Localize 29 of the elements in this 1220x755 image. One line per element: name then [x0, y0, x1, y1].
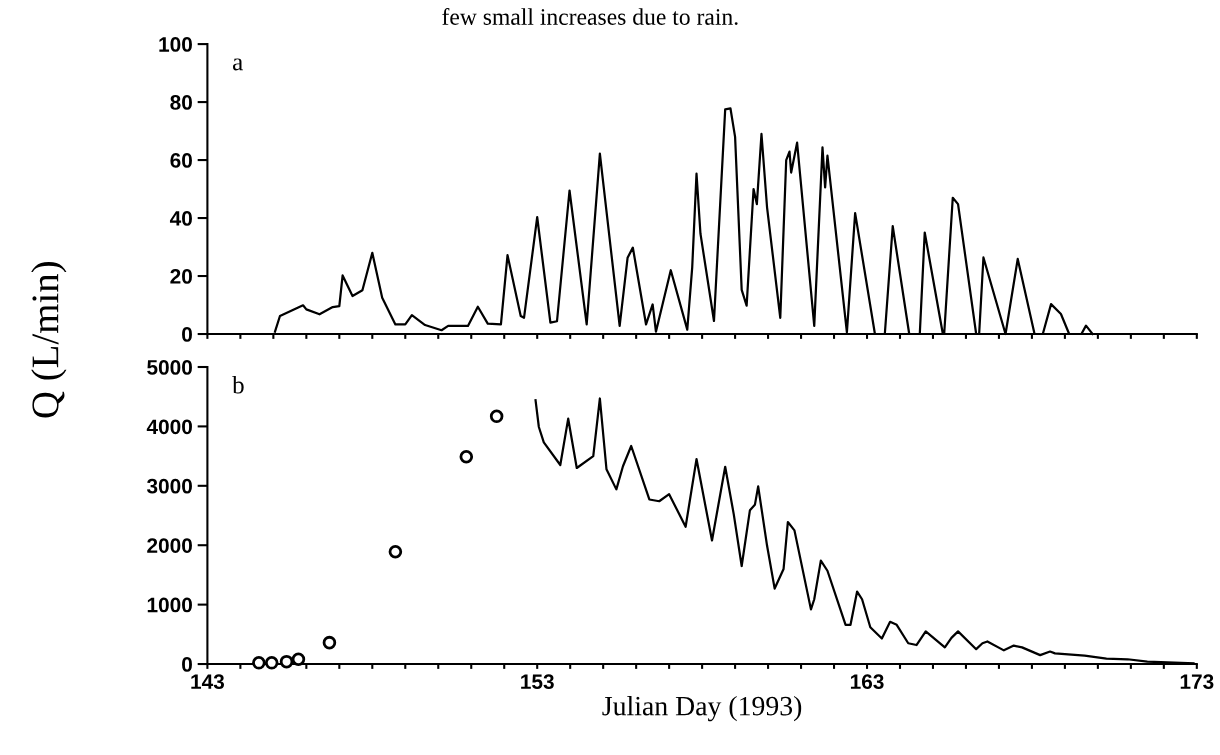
y-tick-label: 0	[182, 657, 192, 672]
y-tick-label: 3000	[146, 478, 192, 494]
y-tick-label: 80	[170, 95, 192, 110]
y-tick-label: 1000	[147, 597, 192, 613]
point	[489, 409, 504, 424]
point	[252, 656, 266, 670]
point	[264, 656, 279, 670]
point	[388, 544, 403, 559]
y-tick-label: 0	[182, 327, 192, 342]
point	[459, 449, 474, 464]
x-tick-label: 143	[191, 674, 225, 690]
x-tick-label: 153	[521, 674, 554, 690]
y-tick-label: 60	[170, 153, 192, 168]
point	[322, 635, 337, 650]
y-axis-title: Q (L/min)	[31, 262, 67, 418]
point	[291, 652, 306, 667]
y-tick-label: 4000	[146, 419, 192, 435]
point	[279, 654, 294, 669]
x-tick-label: 173	[1180, 674, 1214, 690]
annotation: a	[233, 58, 243, 71]
y-tick-label: 100	[159, 37, 192, 52]
y-tick-label: 5000	[147, 360, 192, 375]
y-tick-label: 2000	[147, 538, 192, 553]
x-tick-label: 163	[850, 674, 884, 690]
y-tick-label: 40	[169, 211, 192, 226]
x-axis-title: Julian Day (1993)	[602, 695, 802, 722]
y-tick-label: 20	[170, 269, 192, 284]
chart-title: few small increases due to rain.	[442, 8, 738, 25]
annotation: b	[232, 375, 244, 394]
